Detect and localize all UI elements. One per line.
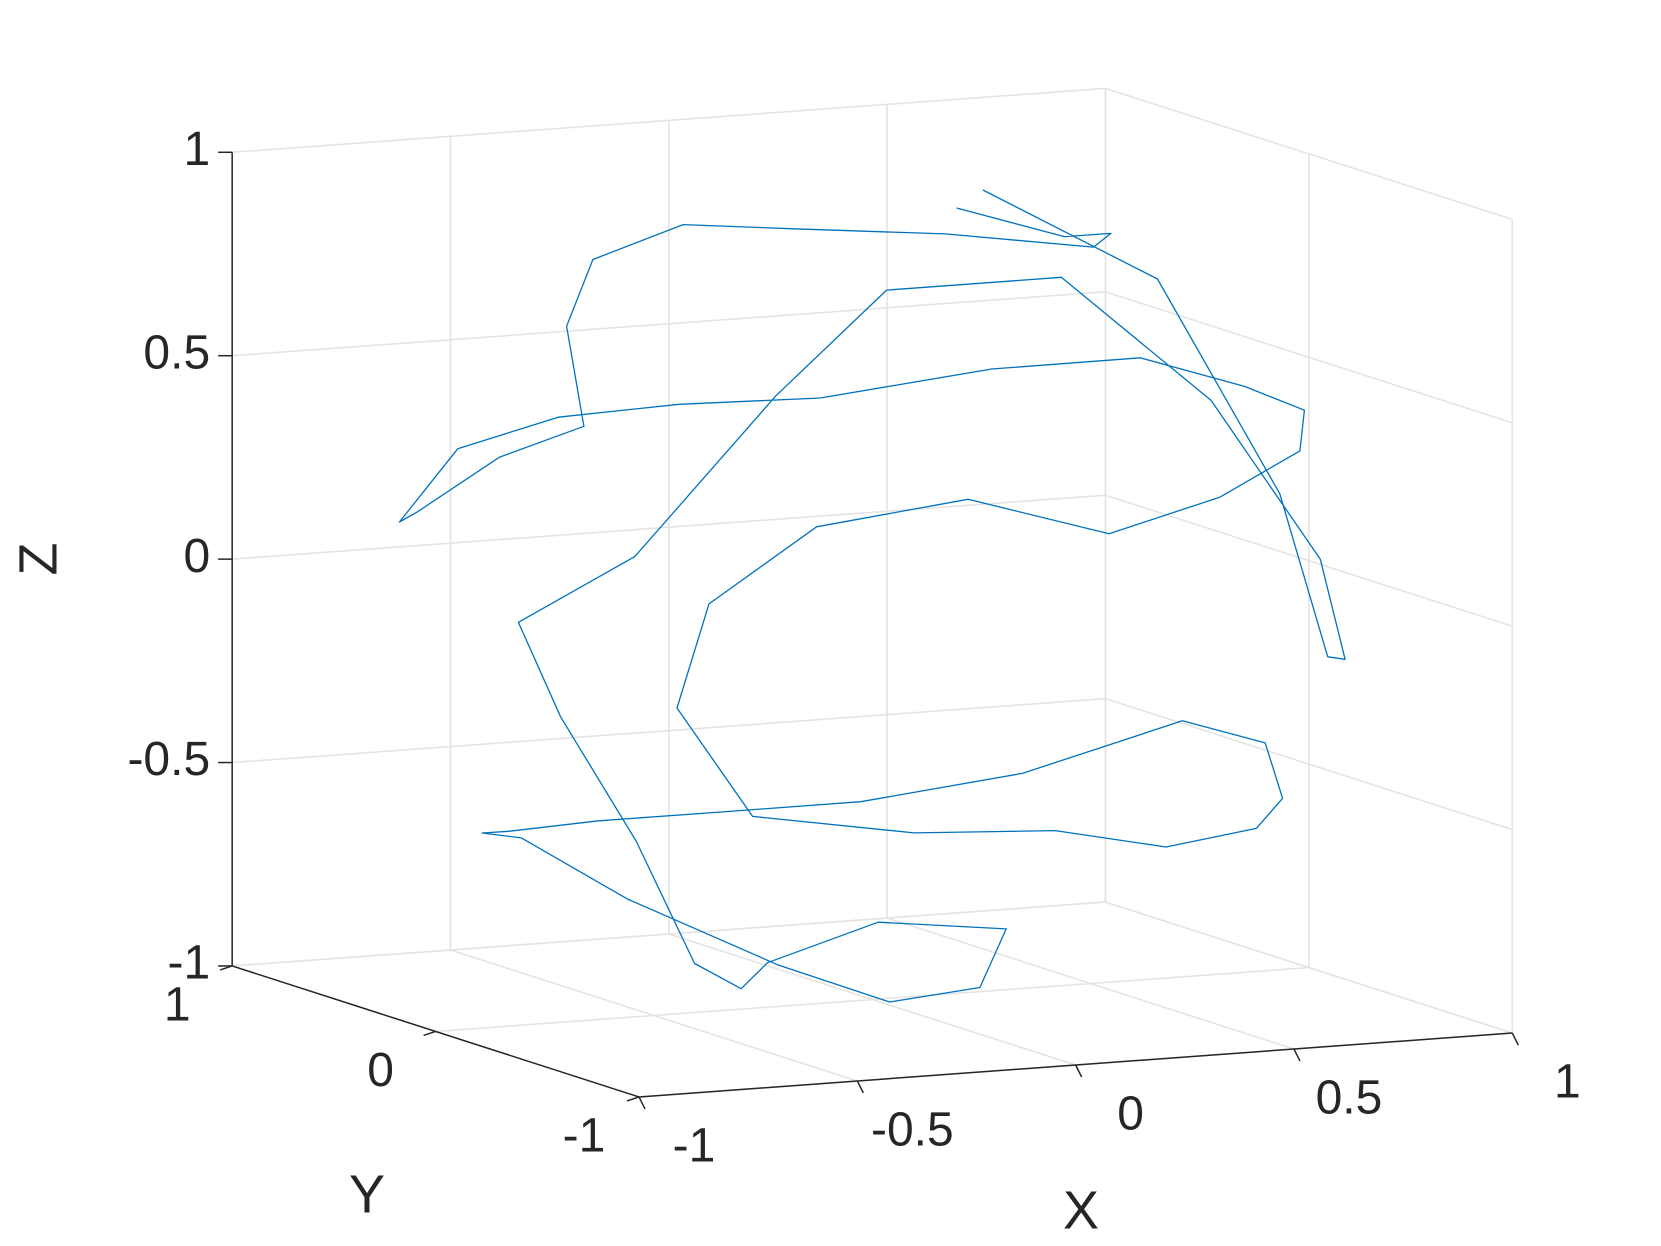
grid-line <box>232 291 1106 357</box>
z-tick-label: -1 <box>167 937 210 990</box>
x-tick <box>1293 1048 1301 1062</box>
x-axis-label: X <box>1063 1180 1099 1240</box>
grid-line <box>1105 291 1513 424</box>
x-tick-label: -1 <box>673 1120 716 1173</box>
x-tick-label: 0.5 <box>1316 1072 1383 1125</box>
grid-line <box>232 901 1106 967</box>
x-tick <box>1074 1064 1083 1078</box>
y-tick-label: 1 <box>164 979 191 1032</box>
x-tick <box>856 1080 864 1094</box>
x-tick-label: -0.5 <box>871 1104 954 1157</box>
x-tick-label: 0 <box>1117 1088 1144 1141</box>
y-tick-label: 0 <box>367 1044 394 1097</box>
z-tick-label: 0 <box>183 530 210 583</box>
grid-line <box>1105 494 1513 627</box>
grid-line <box>232 697 1106 764</box>
z-tick-label: -0.5 <box>127 733 210 786</box>
grid-line <box>1105 901 1513 1034</box>
y-axis-label: Y <box>349 1164 385 1224</box>
z-axis-label: Z <box>8 543 68 576</box>
grid-line <box>232 87 1106 154</box>
z-tick-label: 0.5 <box>143 326 210 379</box>
grid-line <box>435 966 1309 1033</box>
y-axis-line <box>231 965 640 1098</box>
x-tick <box>1511 1032 1519 1046</box>
y-tick <box>626 1096 640 1102</box>
grid-line <box>1105 87 1513 221</box>
x-tick-label: 1 <box>1554 1056 1581 1109</box>
y-tick <box>423 1030 436 1037</box>
grid-line <box>232 494 1106 560</box>
data-line <box>398 189 1346 1003</box>
y-tick-label: -1 <box>563 1110 606 1163</box>
grid-line <box>1105 697 1513 831</box>
y-tick <box>219 965 233 971</box>
z-tick-label: 1 <box>183 123 210 176</box>
x-tick <box>638 1096 646 1110</box>
